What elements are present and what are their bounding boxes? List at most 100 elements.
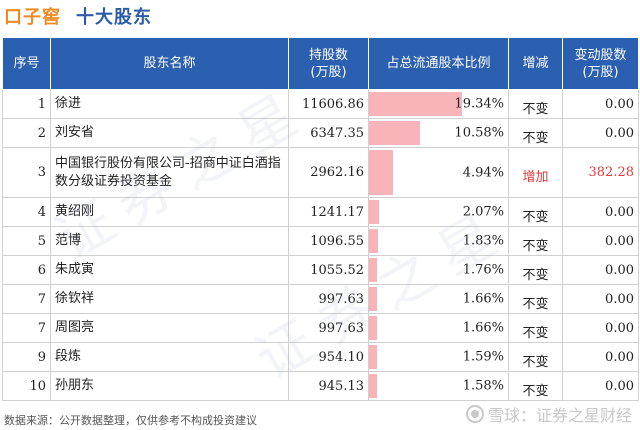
row-holder-name: 段炼 <box>50 342 289 372</box>
row-ratio: 1.66% <box>368 284 509 314</box>
title-bar: 口子窖 十大股东 <box>0 0 640 34</box>
col-header-delta-label: 变动股数 (万股) <box>574 47 627 80</box>
row-change-status: 不变 <box>508 118 563 148</box>
col-header-shares-label: 持股数 (万股) <box>308 47 348 80</box>
row-holder-name: 徐钦祥 <box>50 284 289 314</box>
row-holder-name: 朱成寅 <box>50 255 289 285</box>
row-rank: 2 <box>2 118 51 148</box>
ratio-label: 4.94% <box>462 165 504 180</box>
brand-logo: 雪球：证券之星财经 <box>465 402 632 426</box>
ratio-label: 2.07% <box>462 204 504 220</box>
row-shares: 2962.16 <box>288 147 369 198</box>
ratio-bar <box>369 374 377 398</box>
col-header-rank: 序号 <box>2 37 51 90</box>
row-shares: 997.63 <box>288 284 369 314</box>
row-delta-shares: 0.00 <box>562 313 639 343</box>
table-row: 1 徐进 11606.86 19.34% 不变 0.00 <box>2 89 639 119</box>
ratio-bar <box>369 200 379 224</box>
snowball-icon <box>465 405 484 423</box>
col-header-name: 股东名称 <box>50 37 289 90</box>
table-row: 10 孙朋东 945.13 1.58% 不变 0.00 <box>2 371 639 401</box>
ratio-label: 1.76% <box>462 262 504 278</box>
col-header-change: 增减 <box>508 37 563 90</box>
row-change-status: 不变 <box>508 197 563 227</box>
row-shares: 6347.35 <box>288 118 369 148</box>
row-change-status: 不变 <box>508 371 563 401</box>
ratio-bar <box>369 92 462 116</box>
table-row: 6 朱成寅 1055.52 1.76% 不变 0.00 <box>2 255 639 285</box>
row-change-status: 不变 <box>508 313 563 343</box>
row-change-status: 不变 <box>508 89 563 119</box>
row-rank: 1 <box>2 89 51 119</box>
row-ratio: 1.59% <box>368 342 509 372</box>
table-header-row: 序号 股东名称 持股数 (万股) 占总流通股本比例 增减 变动股数 (万股) <box>2 37 639 90</box>
row-shares: 945.13 <box>288 371 369 401</box>
row-rank: 9 <box>2 342 51 372</box>
row-rank: 7 <box>2 284 51 314</box>
shareholders-table: 序号 股东名称 持股数 (万股) 占总流通股本比例 增减 变动股数 (万股) 1 徐进… <box>2 37 639 401</box>
row-delta-shares: 0.00 <box>562 255 639 285</box>
row-shares: 1055.52 <box>288 255 369 285</box>
table-row: 9 段炼 954.10 1.59% 不变 0.00 <box>2 342 639 372</box>
row-change-status: 不变 <box>508 284 563 314</box>
row-rank: 6 <box>2 255 51 285</box>
ratio-label: 1.83% <box>462 233 504 249</box>
ratio-label: 1.66% <box>462 320 504 336</box>
row-ratio: 2.07% <box>368 197 509 227</box>
row-change-status: 增加 <box>508 147 563 198</box>
ratio-bar <box>369 229 378 253</box>
row-delta-shares: 0.00 <box>562 226 639 256</box>
row-holder-name: 徐进 <box>50 89 289 119</box>
row-ratio: 1.83% <box>368 226 509 256</box>
ratio-label: 1.59% <box>462 349 504 365</box>
row-shares: 997.63 <box>288 313 369 343</box>
row-shares: 11606.86 <box>288 89 369 119</box>
table-row: 2 刘安省 6347.35 10.58% 不变 0.00 <box>2 118 639 148</box>
row-ratio: 1.58% <box>368 371 509 401</box>
row-holder-name: 范博 <box>50 226 289 256</box>
col-header-shares: 持股数 (万股) <box>288 37 369 90</box>
row-delta-shares: 0.00 <box>562 118 639 148</box>
row-change-status: 不变 <box>508 342 563 372</box>
table-row: 7 周图亮 997.63 1.66% 不变 0.00 <box>2 313 639 343</box>
row-holder-name: 中国银行股份有限公司-招商中证白酒指数分级证券投资基金 <box>50 147 289 198</box>
row-ratio: 1.76% <box>368 255 509 285</box>
ratio-bar <box>369 316 377 340</box>
company-name: 口子窖 <box>4 7 61 28</box>
ratio-bar <box>369 121 420 145</box>
row-ratio: 1.66% <box>368 313 509 343</box>
table-row: 4 黄绍刚 1241.17 2.07% 不变 0.00 <box>2 197 639 227</box>
row-shares: 954.10 <box>288 342 369 372</box>
col-header-ratio: 占总流通股本比例 <box>368 37 509 90</box>
row-delta-shares: 0.00 <box>562 342 639 372</box>
ratio-bar <box>369 345 377 369</box>
row-rank: 3 <box>2 147 51 198</box>
row-holder-name: 黄绍刚 <box>50 197 289 227</box>
row-ratio: 10.58% <box>368 118 509 148</box>
section-title: 十大股东 <box>76 7 152 28</box>
row-shares: 1096.55 <box>288 226 369 256</box>
row-rank: 10 <box>2 371 51 401</box>
ratio-bar <box>369 258 378 282</box>
row-delta-shares: 0.00 <box>562 284 639 314</box>
col-header-delta: 变动股数 (万股) <box>562 37 639 90</box>
row-holder-name: 周图亮 <box>50 313 289 343</box>
row-delta-shares: 0.00 <box>562 371 639 401</box>
row-holder-name: 孙朋东 <box>50 371 289 401</box>
ratio-label: 19.34% <box>454 96 504 112</box>
row-rank: 7 <box>2 313 51 343</box>
row-delta-shares: 0.00 <box>562 197 639 227</box>
ratio-label: 10.58% <box>454 125 504 141</box>
table-row: 5 范博 1096.55 1.83% 不变 0.00 <box>2 226 639 256</box>
table-row: 7 徐钦祥 997.63 1.66% 不变 0.00 <box>2 284 639 314</box>
row-ratio: 4.94% <box>368 147 509 198</box>
brand-text: 雪球：证券之星财经 <box>487 406 632 425</box>
row-shares: 1241.17 <box>288 197 369 227</box>
ratio-bar <box>369 287 377 311</box>
row-change-status: 不变 <box>508 226 563 256</box>
data-source-note: 数据来源：公开数据整理，仅供参考不构成投资建议 <box>4 414 257 427</box>
row-rank: 5 <box>2 226 51 256</box>
row-delta-shares: 0.00 <box>562 89 639 119</box>
row-holder-name: 刘安省 <box>50 118 289 148</box>
ratio-bar <box>369 150 393 195</box>
